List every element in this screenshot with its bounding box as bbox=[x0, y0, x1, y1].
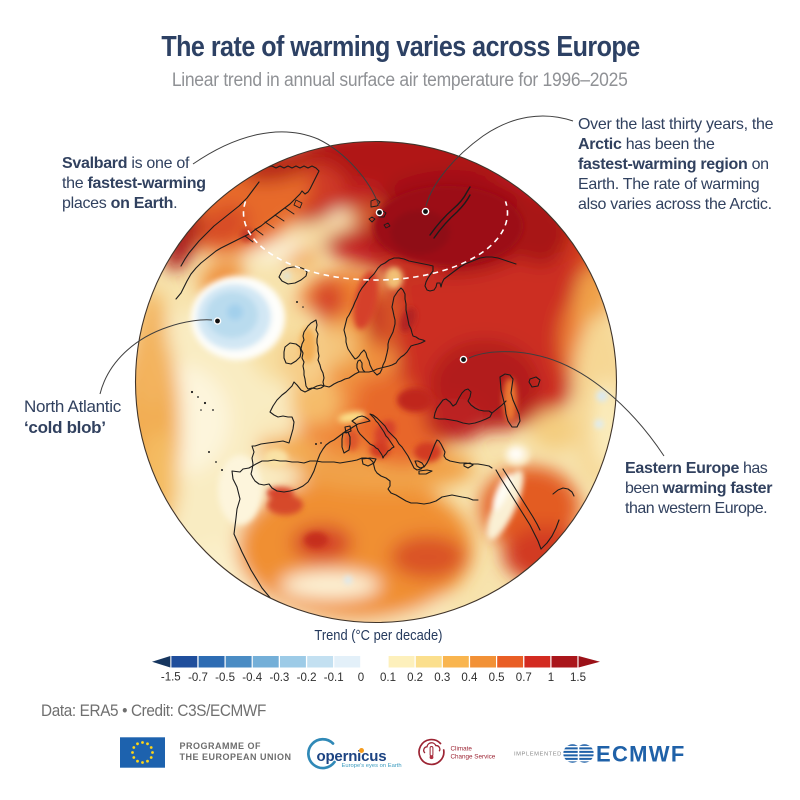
svg-text:0.2: 0.2 bbox=[407, 672, 423, 684]
svg-text:-0.3: -0.3 bbox=[269, 672, 289, 684]
svg-text:-1.5: -1.5 bbox=[161, 672, 181, 684]
svg-text:1.5: 1.5 bbox=[570, 672, 586, 684]
svg-text:0.5: 0.5 bbox=[489, 672, 505, 684]
svg-text:Europe's eyes on Earth: Europe's eyes on Earth bbox=[342, 763, 402, 769]
svg-text:-0.5: -0.5 bbox=[215, 672, 235, 684]
svg-text:-0.4: -0.4 bbox=[242, 672, 262, 684]
svg-text:opernicus: opernicus bbox=[317, 748, 387, 765]
svg-text:1: 1 bbox=[548, 672, 554, 684]
svg-text:0.4: 0.4 bbox=[461, 672, 478, 684]
svg-text:0: 0 bbox=[358, 672, 364, 684]
svg-text:Climate: Climate bbox=[451, 746, 473, 753]
svg-text:-0.7: -0.7 bbox=[188, 672, 208, 684]
svg-text:-0.2: -0.2 bbox=[297, 672, 317, 684]
svg-text:0.1: 0.1 bbox=[380, 672, 396, 684]
svg-text:0.7: 0.7 bbox=[516, 672, 532, 684]
svg-text:IMPLEMENTED BY: IMPLEMENTED BY bbox=[514, 752, 573, 758]
svg-text:ECMWF: ECMWF bbox=[596, 742, 686, 767]
svg-text:THE EUROPEAN UNION: THE EUROPEAN UNION bbox=[180, 752, 292, 762]
svg-text:-0.1: -0.1 bbox=[324, 672, 344, 684]
svg-text:0.3: 0.3 bbox=[434, 672, 450, 684]
svg-text:Change Service: Change Service bbox=[451, 754, 496, 761]
svg-text:PROGRAMME OF: PROGRAMME OF bbox=[180, 741, 262, 751]
